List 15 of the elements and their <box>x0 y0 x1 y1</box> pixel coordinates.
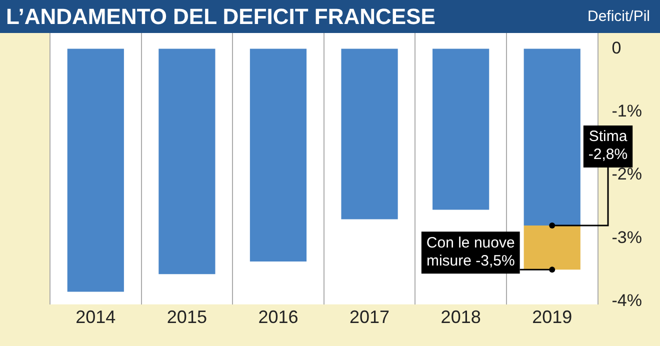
x-tick-label: 2017 <box>350 307 390 328</box>
y-axis-title: Deficit/Pil <box>583 8 654 25</box>
y-tick-label: -4% <box>612 290 642 310</box>
x-tick-label: 2019 <box>532 307 572 328</box>
y-tick-label: -2% <box>612 164 642 184</box>
x-tick-label: 2014 <box>76 307 116 328</box>
chart-title: L’ANDAMENTO DEL DEFICIT FRANCESE <box>6 4 436 29</box>
x-tick-label: 2015 <box>166 307 207 328</box>
y-tick-label: 0 <box>612 38 622 58</box>
annotation: Con le nuove misure -3,5% <box>426 234 515 270</box>
annotation: Stima -2,8% <box>588 128 628 164</box>
y-tick-label: -1% <box>612 102 642 121</box>
x-tick-label: 2016 <box>258 307 298 328</box>
x-tick-label: 2018 <box>440 307 481 328</box>
y-tick-label: -3% <box>612 228 642 247</box>
